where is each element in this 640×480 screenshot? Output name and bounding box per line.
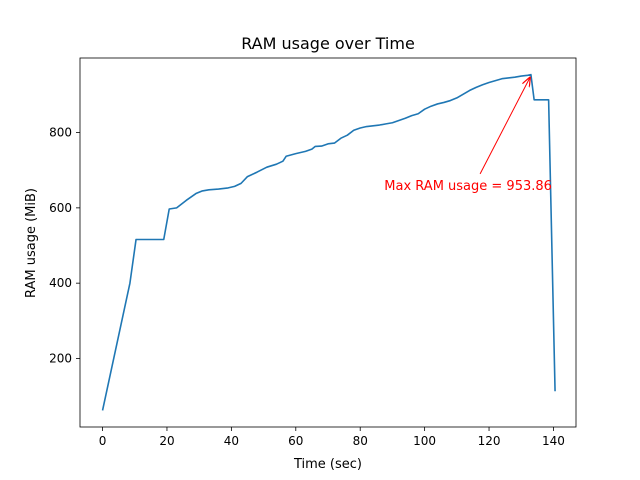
x-tick-label: 20 bbox=[159, 434, 174, 448]
y-tick-label: 600 bbox=[49, 201, 72, 215]
annotation-label: Max RAM usage = 953.86 bbox=[384, 179, 552, 194]
y-tick-label: 200 bbox=[49, 351, 72, 365]
x-axis-label: Time (sec) bbox=[293, 457, 362, 472]
x-tick-label: 100 bbox=[413, 434, 436, 448]
x-tick-label: 120 bbox=[478, 434, 501, 448]
plot-area: 0 20 40 60 80 100 120 140 200 400 600 800 Max RAM us… bbox=[49, 57, 577, 448]
x-tick-label: 0 bbox=[99, 434, 107, 448]
y-tick-label: 400 bbox=[49, 276, 72, 290]
x-tick-label: 40 bbox=[224, 434, 239, 448]
series-line-0 bbox=[101, 73, 556, 411]
y-axis-label: RAM usage (MiB) bbox=[24, 188, 39, 298]
x-tick-label: 60 bbox=[288, 434, 303, 448]
y-tick-label: 800 bbox=[49, 126, 72, 140]
annotation-arrow bbox=[479, 78, 530, 175]
chart-title: RAM usage over Time bbox=[241, 34, 415, 53]
x-tick-label: 140 bbox=[542, 434, 565, 448]
x-tick-label: 80 bbox=[353, 434, 368, 448]
axes-frame bbox=[79, 57, 577, 428]
